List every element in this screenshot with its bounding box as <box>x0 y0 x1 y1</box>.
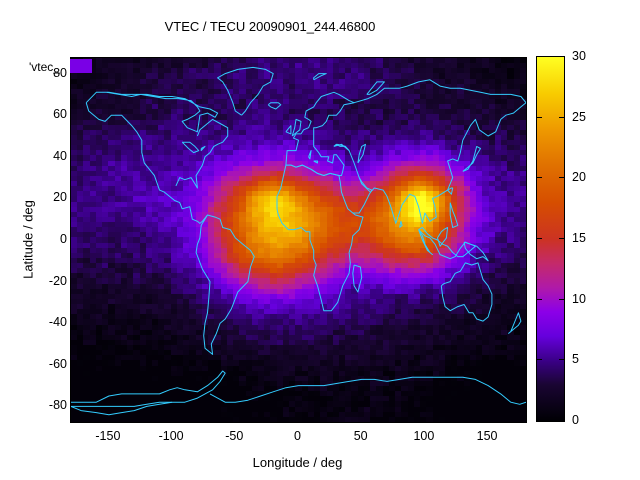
x-tick-label: 0 <box>294 429 301 443</box>
y-tick-label: 20 <box>53 190 67 205</box>
colorbar-tick-label: 0 <box>572 413 579 427</box>
colorbar-tick-label: 30 <box>572 49 586 63</box>
y-tick-label: -60 <box>48 356 67 371</box>
legend-color-swatch <box>70 59 92 73</box>
x-tick-label: -150 <box>95 429 121 443</box>
y-tick-label: -80 <box>48 398 67 413</box>
x-tick-label: 150 <box>476 429 498 443</box>
colorbar-tick-label: 5 <box>572 352 579 367</box>
colorbar-tick-label: 10 <box>572 291 586 306</box>
y-axis-label: Latitude / deg <box>20 200 36 279</box>
legend-key-label: 'vtec_ <box>29 60 60 74</box>
heatmap-plot-area <box>70 57 527 423</box>
y-axis-ticks: 80 60 40 20 0 -20 -40 -60 -80 <box>0 0 67 480</box>
y-tick-label: 80 <box>53 65 67 80</box>
y-tick-label: -20 <box>48 273 67 288</box>
x-tick-label: 50 <box>353 429 368 443</box>
x-tick-label: -50 <box>225 429 244 443</box>
x-tick-label: -100 <box>158 429 184 443</box>
y-tick-label: -40 <box>48 315 67 330</box>
page-title: VTEC / TECU 20090901_244.46800 <box>164 19 376 34</box>
y-tick-label: 60 <box>53 107 67 122</box>
x-axis-label: Longitude / deg <box>252 455 343 470</box>
x-tick-label: 100 <box>413 429 435 443</box>
y-tick-label: 0 <box>60 232 67 246</box>
vtec-heatmap-canvas <box>71 58 526 422</box>
colorbar-tick-label: 15 <box>572 231 586 245</box>
colorbar-tick-label: 25 <box>572 109 586 124</box>
colorbar-gradient <box>537 57 564 421</box>
colorbar <box>536 56 565 422</box>
colorbar-tick-label: 20 <box>572 170 586 185</box>
y-tick-label: 40 <box>53 148 67 163</box>
